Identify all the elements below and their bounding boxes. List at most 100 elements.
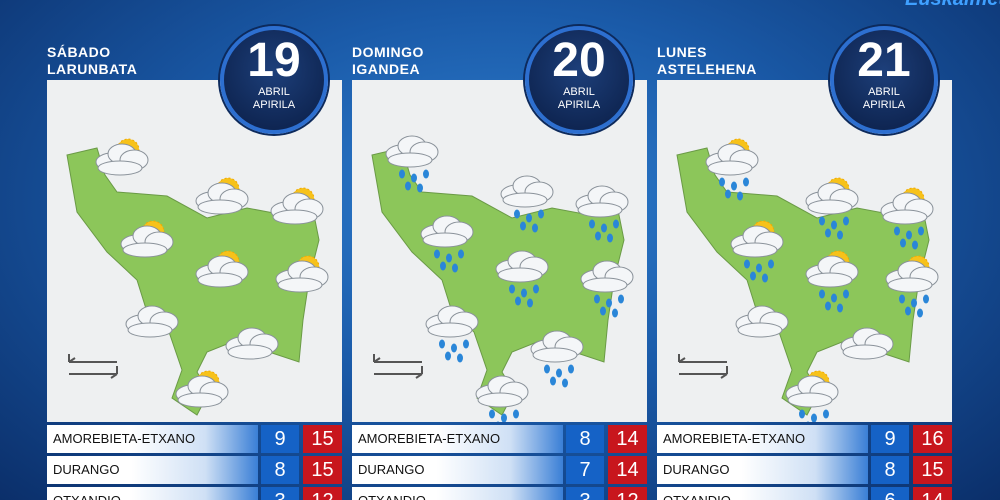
rain-drop xyxy=(923,294,929,304)
rain-drop xyxy=(600,306,606,316)
town-name: AMOREBIETA-ETXANO xyxy=(47,425,258,453)
rain-drop xyxy=(744,259,750,269)
rain-drop xyxy=(612,308,618,318)
month-es: ABRIL xyxy=(563,86,595,98)
town-name: OTXANDIO xyxy=(47,487,258,500)
rain-drop xyxy=(825,301,831,311)
date-number: 21 xyxy=(857,34,911,87)
rain-drop xyxy=(533,284,539,294)
day-eu: IGANDEA xyxy=(352,61,421,77)
rain-drop xyxy=(906,230,912,240)
rain-drop xyxy=(538,209,544,219)
cloud-icon xyxy=(422,232,468,248)
cloud-icon xyxy=(387,152,433,168)
cloud-icon xyxy=(497,267,543,283)
rain-drop xyxy=(743,177,749,187)
rain-drop xyxy=(737,191,743,201)
rain-drop xyxy=(823,409,829,419)
day-es: DOMINGO xyxy=(352,44,424,60)
rain-drop xyxy=(501,413,507,423)
month-eu: APIRILA xyxy=(557,99,601,111)
rain-drop xyxy=(837,230,843,240)
map-panel xyxy=(352,80,647,433)
cloud-icon xyxy=(887,277,933,293)
cloud-icon xyxy=(582,277,628,293)
max-temp: 12 xyxy=(303,487,342,500)
max-temp: 15 xyxy=(303,456,342,484)
rain-drop xyxy=(532,223,538,233)
map xyxy=(371,135,634,433)
rain-drop xyxy=(513,409,519,419)
rain-drop xyxy=(544,364,550,374)
rain-drop xyxy=(843,289,849,299)
max-temp: 16 xyxy=(913,425,952,453)
min-temp: 7 xyxy=(566,456,604,484)
month-es: ABRIL xyxy=(868,86,900,98)
rain-drop xyxy=(917,308,923,318)
rain-drop xyxy=(831,293,837,303)
rain-drop xyxy=(595,231,601,241)
day-eu: LARUNBATA xyxy=(47,61,138,77)
rain-drop xyxy=(799,409,805,419)
rain-drop xyxy=(457,353,463,363)
cloud-icon xyxy=(577,202,623,218)
arrows xyxy=(68,354,118,379)
max-temp: 14 xyxy=(913,487,952,500)
date-badge: 21 ABRIL APIRILA xyxy=(830,26,938,134)
rain-drop xyxy=(439,339,445,349)
rain-drop xyxy=(607,233,613,243)
rain-drop xyxy=(606,298,612,308)
cloud-icon xyxy=(707,160,753,176)
rain-drop xyxy=(899,294,905,304)
cloud-icon xyxy=(197,199,243,215)
min-temp: 8 xyxy=(261,456,299,484)
date-number: 19 xyxy=(247,34,301,87)
min-temp: 3 xyxy=(566,487,604,500)
rain-drop xyxy=(731,181,737,191)
rain-drop xyxy=(825,228,831,238)
town-name: OTXANDIO xyxy=(352,487,563,500)
town-name: AMOREBIETA-ETXANO xyxy=(352,425,563,453)
rain-drop xyxy=(843,216,849,226)
cloud-icon xyxy=(477,392,523,408)
cloud-icon xyxy=(127,322,173,338)
min-temp: 9 xyxy=(871,425,909,453)
cloud-icon xyxy=(227,344,273,360)
rain-drop xyxy=(811,413,817,423)
rain-drop xyxy=(589,219,595,229)
max-temp: 15 xyxy=(303,425,342,453)
town-name: OTXANDIO xyxy=(657,487,868,500)
rain-drop xyxy=(417,183,423,193)
town-name: DURANGO xyxy=(47,456,258,484)
rain-drop xyxy=(601,223,607,233)
cloud-icon xyxy=(502,192,548,208)
town-name: DURANGO xyxy=(352,456,563,484)
cloud-icon xyxy=(272,209,318,225)
rain-drop xyxy=(805,421,811,431)
map-panel xyxy=(657,80,952,433)
arrows xyxy=(678,354,728,379)
rain-drop xyxy=(568,364,574,374)
rain-drop xyxy=(911,298,917,308)
min-temp: 6 xyxy=(871,487,909,500)
cloud-icon xyxy=(277,277,323,293)
rain-drop xyxy=(489,409,495,419)
weather-icons xyxy=(385,135,634,433)
cloud-icon xyxy=(532,347,578,363)
rain-drop xyxy=(819,289,825,299)
min-temp: 9 xyxy=(261,425,299,453)
cloud-icon xyxy=(197,272,243,288)
date-number: 20 xyxy=(552,34,606,87)
rain-drop xyxy=(819,216,825,226)
rain-drop xyxy=(434,249,440,259)
cloud-icon xyxy=(177,392,223,408)
rain-drop xyxy=(768,259,774,269)
cloud-icon xyxy=(122,242,168,258)
min-temp: 8 xyxy=(566,425,604,453)
map xyxy=(66,138,329,416)
rain-drop xyxy=(613,219,619,229)
cloud-icon xyxy=(842,344,888,360)
max-temp: 14 xyxy=(608,425,647,453)
weather-icons xyxy=(705,138,939,433)
